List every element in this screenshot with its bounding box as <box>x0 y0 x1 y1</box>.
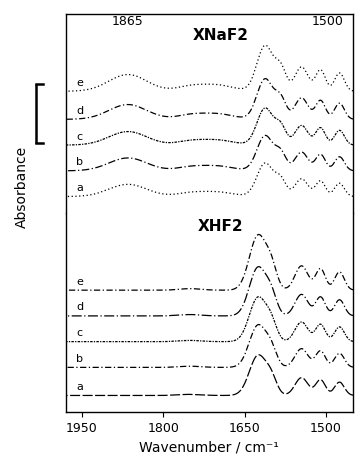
Text: Absorbance: Absorbance <box>15 146 28 228</box>
Text: d: d <box>76 106 83 116</box>
X-axis label: Wavenumber / cm⁻¹: Wavenumber / cm⁻¹ <box>139 440 279 454</box>
Text: XHF2: XHF2 <box>198 219 244 234</box>
Text: XNaF2: XNaF2 <box>193 28 249 43</box>
Text: b: b <box>76 354 83 364</box>
Text: e: e <box>76 277 83 286</box>
Text: 1500: 1500 <box>312 15 344 28</box>
Text: e: e <box>76 78 83 88</box>
Text: b: b <box>76 157 83 167</box>
Text: d: d <box>76 302 83 313</box>
Text: a: a <box>76 382 83 392</box>
Text: 1865: 1865 <box>112 15 144 28</box>
Text: c: c <box>76 132 83 141</box>
Text: c: c <box>76 328 83 338</box>
Text: a: a <box>76 183 83 193</box>
